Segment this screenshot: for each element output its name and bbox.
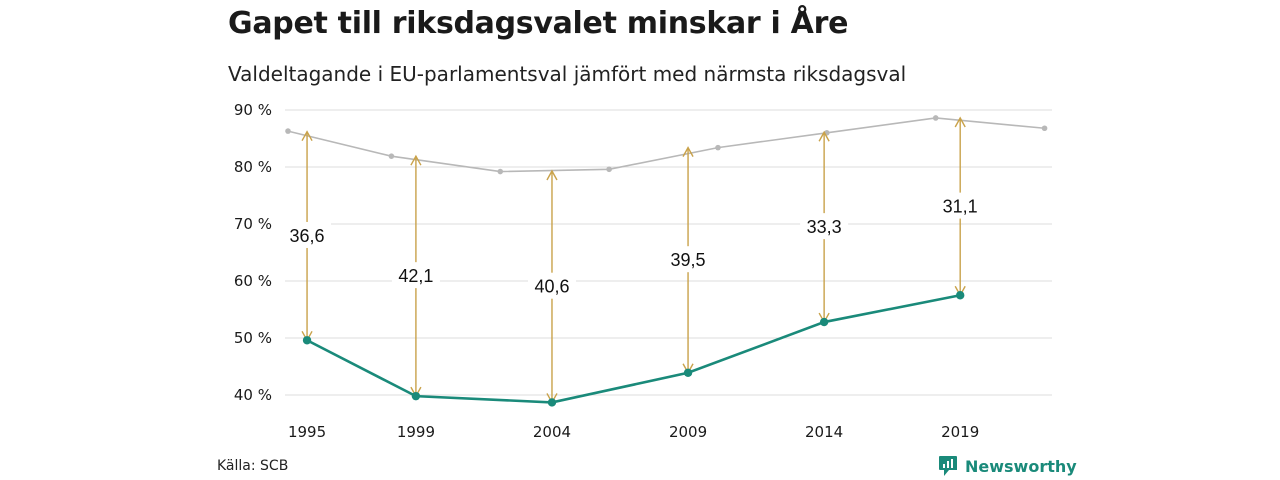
y-tick-label: 60 % [234, 272, 272, 290]
gap-arrow-head-top [954, 116, 966, 128]
chart-title: Gapet till riksdagsvalet minskar i Åre [228, 6, 849, 41]
y-tick-label: 40 % [234, 386, 272, 404]
x-tick-label: 1999 [397, 423, 435, 441]
y-tick-label: 70 % [234, 215, 272, 233]
x-tick-label: 2019 [941, 423, 979, 441]
eu-line [306, 293, 961, 404]
eu-point [819, 317, 829, 327]
riksdag-point [497, 168, 504, 175]
riksdag-point [388, 153, 395, 159]
eu-point [955, 291, 965, 300]
x-axis: 1995 1999 2004 2009 2014 2019 [288, 423, 979, 441]
y-tick-label: 80 % [234, 158, 272, 176]
gap-label: 40,6 [534, 277, 569, 297]
gap-label-bg [664, 246, 713, 273]
brand-logo: Newsworthy [938, 455, 1077, 477]
eu-point [302, 336, 312, 345]
eu-point [683, 368, 693, 377]
gap-arrow-head-top [546, 169, 558, 181]
gap-label-bg [391, 262, 440, 289]
gap-label: 36,6 [290, 226, 325, 246]
eu-point [547, 398, 557, 407]
riksdag-point [606, 166, 612, 173]
eu-series [302, 291, 965, 407]
gap-arrow-head-top [301, 130, 313, 141]
riksdag-point [932, 115, 939, 121]
eu-point [411, 391, 421, 401]
x-tick-label: 2009 [669, 423, 707, 441]
x-tick-label: 2004 [533, 423, 571, 441]
x-tick-label: 2014 [805, 423, 843, 441]
brand-name: Newsworthy [965, 456, 1077, 476]
riksdag-point [285, 128, 291, 134]
x-tick-label: 1995 [288, 423, 326, 441]
gap-label: 39,5 [671, 250, 706, 270]
newsworthy-icon [939, 456, 957, 476]
gap-arrow-head-top [682, 146, 694, 157]
gap-label-bg [527, 272, 576, 299]
chart-subtitle: Valdeltagande i EU-parlamentsval jämfört… [228, 62, 907, 86]
gap-label: 31,1 [943, 197, 978, 217]
riksdag-line [287, 117, 1045, 173]
y-axis: 90 % 80 % 70 % 60 % 50 % 40 % [234, 101, 272, 404]
gap-arrow-head-top [818, 130, 830, 142]
riksdag-point [1041, 125, 1048, 132]
y-tick-label: 90 % [234, 101, 272, 119]
gap-arrow-head-top [410, 154, 422, 166]
source-note: Källa: SCB [217, 458, 289, 474]
gap-arrows [301, 116, 966, 404]
gap-label-bg [800, 213, 849, 240]
gap-label-bg [936, 192, 985, 219]
gap-label: 42,1 [398, 266, 433, 286]
gap-label-bg [283, 221, 332, 248]
riksdag-series [285, 115, 1048, 175]
y-tick-label: 50 % [234, 329, 272, 347]
gap-label: 33,3 [807, 217, 842, 237]
gap-labels: 36,6 42,1 40,6 39,5 33,3 31,1 [283, 192, 985, 299]
riksdag-point [715, 144, 721, 151]
